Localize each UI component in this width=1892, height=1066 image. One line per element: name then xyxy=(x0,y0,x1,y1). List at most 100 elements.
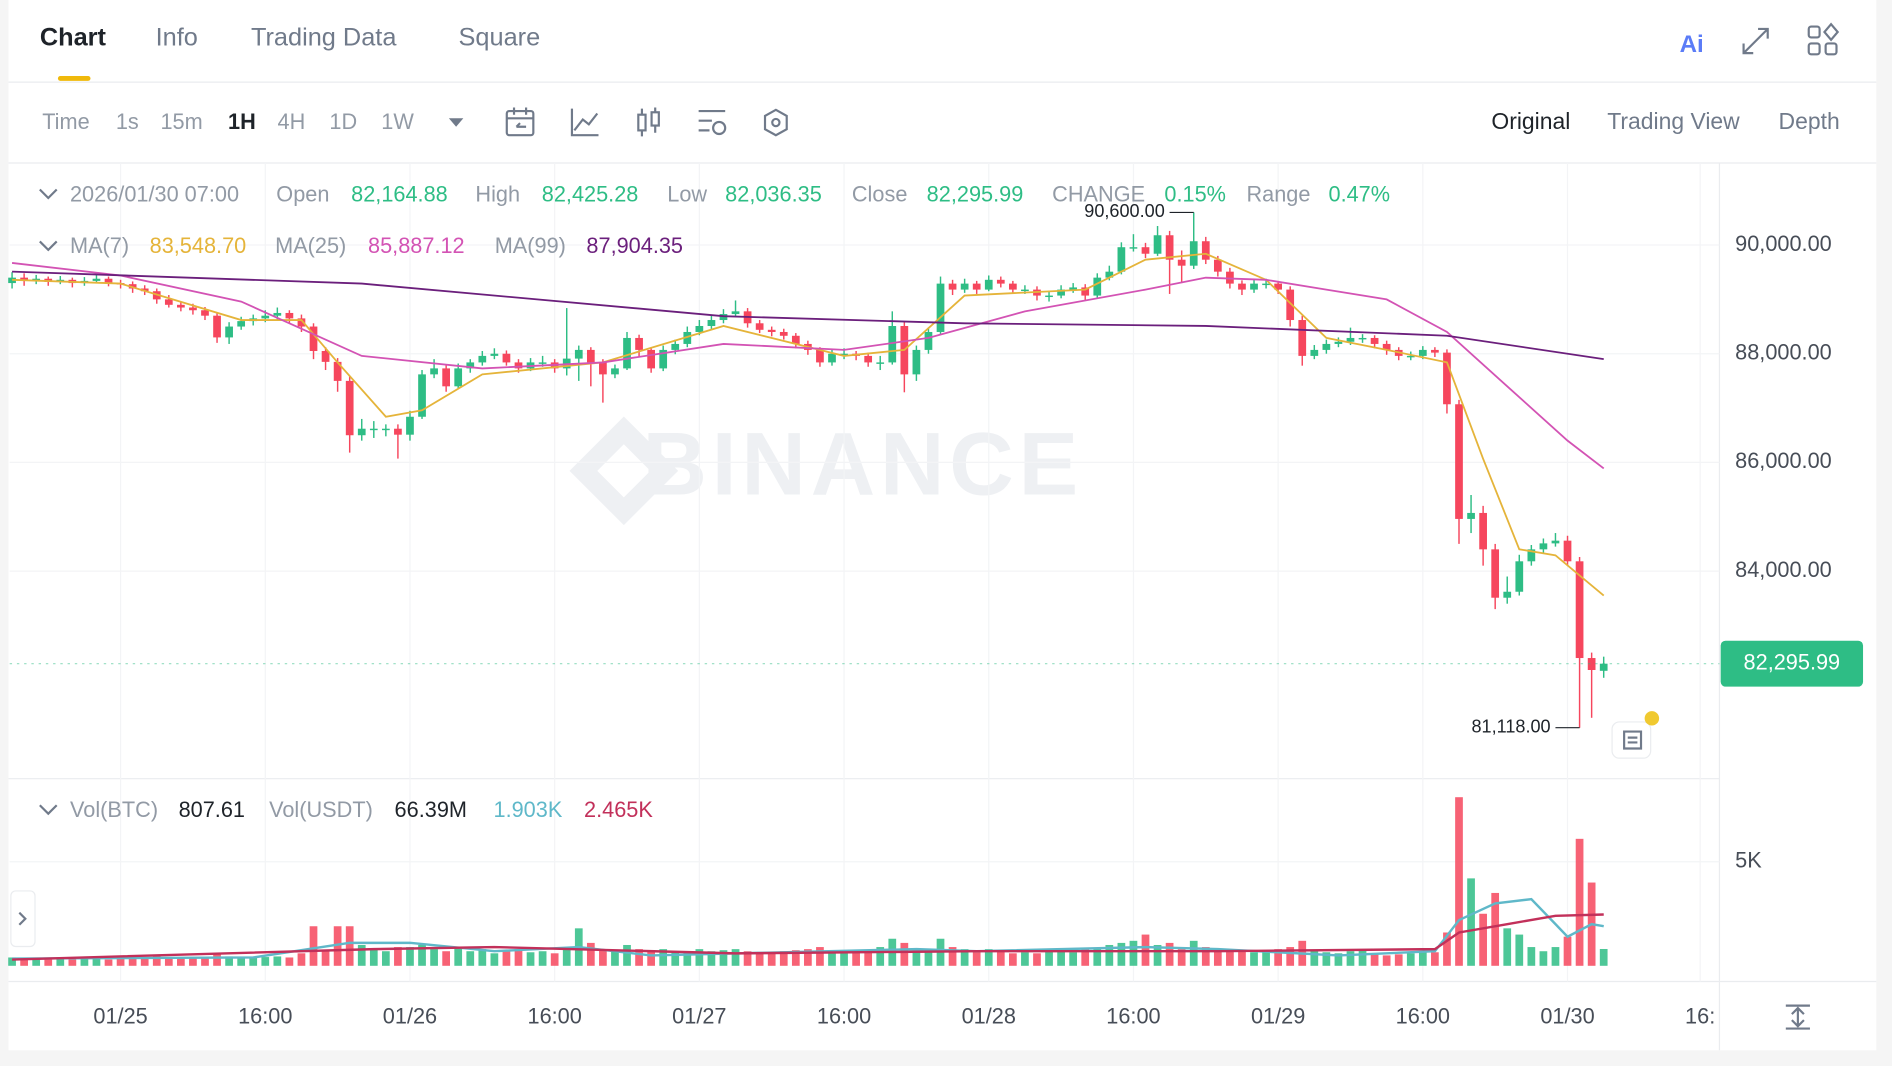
candle-body xyxy=(683,331,692,344)
interval[interactable]: 15m xyxy=(160,109,202,134)
layout-icon[interactable] xyxy=(1807,22,1840,56)
volume-bar xyxy=(357,944,366,966)
interval[interactable]: 1H xyxy=(228,109,256,134)
line-chart-icon[interactable] xyxy=(570,108,599,137)
collapse-icon[interactable] xyxy=(39,188,58,200)
candle-body xyxy=(1262,283,1270,286)
ma-line xyxy=(11,262,1605,470)
view-option[interactable]: Depth xyxy=(1779,108,1840,134)
candle-body xyxy=(1346,337,1355,342)
volume-bar xyxy=(984,949,993,966)
ma-value: 87,904.35 xyxy=(586,233,683,258)
candle-body xyxy=(972,283,981,290)
ohlc-value: 82,036.35 xyxy=(725,181,822,206)
volume-bar xyxy=(1406,953,1415,966)
volume-bar xyxy=(876,947,885,966)
interval[interactable]: 1W xyxy=(381,109,414,134)
candle-body xyxy=(1515,561,1524,592)
volume-bar xyxy=(647,951,655,966)
collapse-icon[interactable] xyxy=(39,240,58,252)
expand-button[interactable] xyxy=(10,890,36,948)
volume-bar xyxy=(406,947,414,966)
view-switch: Original Trading View Depth xyxy=(1491,108,1839,134)
date-icon[interactable] xyxy=(505,107,535,137)
volume-bar xyxy=(550,953,559,966)
candle-body xyxy=(731,311,740,315)
x-tick-label: 01/27 xyxy=(672,1003,726,1028)
volume-bar xyxy=(418,944,426,966)
ohlc-label: Close xyxy=(852,181,908,206)
candle-body xyxy=(1021,289,1029,292)
volume-bar xyxy=(394,947,402,966)
candle-body xyxy=(996,279,1005,284)
volume-bar xyxy=(1551,947,1560,966)
candle-body xyxy=(1189,241,1198,266)
candle-body xyxy=(1382,343,1391,350)
tab[interactable]: Info xyxy=(156,23,198,51)
scale-icon[interactable] xyxy=(1785,1004,1810,1030)
annotation-label: 90,600.00 xyxy=(1084,201,1164,221)
interval[interactable]: 1s xyxy=(116,109,139,134)
candle-body xyxy=(140,288,149,292)
candle-body xyxy=(297,318,306,327)
interval[interactable]: 4H xyxy=(278,109,306,134)
volume-bar xyxy=(478,949,487,966)
volume-bar xyxy=(502,951,511,966)
tab[interactable]: Chart xyxy=(40,23,107,51)
volume-bar xyxy=(8,957,16,966)
ma-lines xyxy=(11,252,1605,961)
volume-bar xyxy=(1021,952,1029,966)
volume-bar xyxy=(731,949,740,966)
view-option[interactable]: Trading View xyxy=(1607,108,1740,134)
volume-bar xyxy=(345,926,354,966)
candle-body xyxy=(357,428,366,436)
candle-body xyxy=(1599,663,1608,671)
candle-body xyxy=(659,349,668,369)
tab[interactable]: Trading Data xyxy=(251,23,397,51)
candle-body xyxy=(394,428,402,435)
volume-bar xyxy=(1213,949,1222,966)
notice-dot xyxy=(1644,711,1660,726)
candle-body xyxy=(32,278,41,281)
candle-body xyxy=(309,326,318,352)
order-icon xyxy=(1623,730,1643,750)
candle-body xyxy=(1286,289,1295,321)
candle-body xyxy=(1587,658,1596,670)
volume-bar xyxy=(1117,942,1126,966)
order-button[interactable] xyxy=(1611,721,1652,759)
collapse-icon[interactable] xyxy=(39,804,58,816)
view-option[interactable]: Original xyxy=(1491,108,1570,134)
indicator-icon[interactable] xyxy=(698,109,727,136)
volume-bar xyxy=(32,957,41,966)
settings-icon[interactable] xyxy=(763,108,788,137)
volume-bar xyxy=(1431,952,1439,966)
candle-body xyxy=(1322,343,1331,350)
candle-icon[interactable] xyxy=(637,107,660,137)
x-tick-label: 16:00 xyxy=(817,1003,871,1028)
volume-bar xyxy=(840,953,848,966)
candle-body xyxy=(273,312,282,316)
candle-body xyxy=(574,349,583,359)
volume-bar xyxy=(1286,947,1295,966)
watermark: BINANCE xyxy=(642,413,1082,513)
volume-bar xyxy=(755,952,764,966)
volume-label: Vol(BTC) xyxy=(70,797,158,822)
volume-bar xyxy=(92,958,101,966)
tab[interactable]: Square xyxy=(459,23,541,51)
interval-dropdown[interactable] xyxy=(448,118,464,127)
ai-icon[interactable]: Ai xyxy=(1680,31,1704,58)
y-tick-label: 84,000.00 xyxy=(1735,557,1832,582)
interval[interactable]: 1D xyxy=(329,109,357,134)
volume-bar xyxy=(562,947,571,966)
volume-bar xyxy=(309,926,318,966)
ohlc-value: 82,295.99 xyxy=(927,181,1024,206)
fullscreen-icon[interactable] xyxy=(1742,27,1769,55)
volume-bar xyxy=(1346,951,1355,966)
volume-bar xyxy=(1129,940,1138,966)
volume-bar xyxy=(1418,951,1427,966)
volume-bar xyxy=(1177,949,1186,966)
volume-bar xyxy=(1370,953,1379,966)
candle-body xyxy=(213,315,221,338)
volume-label: Vol(USDT) xyxy=(269,797,373,822)
